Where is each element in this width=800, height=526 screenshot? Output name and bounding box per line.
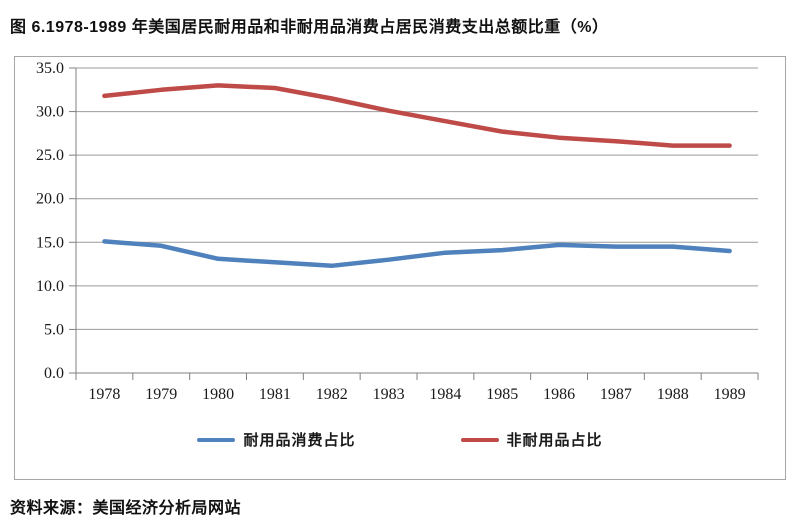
legend-label-nondurables: 非耐用品占比: [506, 432, 603, 449]
x-tick-label: 1982: [316, 386, 348, 403]
y-tick-label: 15.0: [36, 234, 64, 251]
x-tick-label: 1989: [714, 386, 746, 403]
x-tick-label: 1985: [486, 386, 518, 403]
nondurables-line-swatch: [460, 437, 499, 442]
y-tick-label: 20.0: [36, 191, 64, 208]
x-tick-label: 1983: [373, 386, 405, 403]
y-tick-label: 0.0: [44, 365, 64, 382]
chart-title: 图 6.1978-1989 年美国居民耐用品和非耐用品消费占居民消费支出总额比重…: [10, 19, 609, 36]
chart-canvas: 0.0 5.0 10.0 15.0 20.0 25.0 30.0 35.0 1978 1979 19…: [36, 60, 759, 403]
legend-item-nondurables: 非耐用品占比: [460, 429, 603, 450]
legend-item-durables: 耐用品消费占比: [197, 429, 355, 450]
y-tick-label: 30.0: [36, 104, 64, 121]
nondurables-line: [102, 83, 732, 148]
chart-frame: 0.0 5.0 10.0 15.0 20.0 25.0 30.0 35.0 1978 1979 19…: [14, 56, 786, 480]
y-tick-label: 5.0: [44, 321, 64, 338]
x-tick-label: 1980: [202, 386, 234, 403]
x-tick-label: 1978: [88, 386, 120, 403]
x-tick-label: 1984: [429, 386, 461, 403]
chart-legend: 耐用品消费占比 非耐用品占比: [15, 429, 785, 450]
y-tick-label: 10.0: [36, 278, 64, 295]
legend-label-durables: 耐用品消费占比: [243, 432, 356, 449]
x-tick-label: 1981: [259, 386, 291, 403]
x-tick-label: 1988: [657, 386, 689, 403]
durables-line: [102, 239, 732, 269]
y-tick-label: 25.0: [36, 147, 64, 164]
x-tick-label: 1987: [600, 386, 632, 403]
x-tick-label: 1979: [145, 386, 177, 403]
source-note: 资料来源：美国经济分析局网站: [10, 500, 242, 517]
durables-line-swatch: [197, 437, 236, 442]
x-tick-label: 1986: [543, 386, 575, 403]
y-tick-label: 35.0: [36, 60, 64, 77]
